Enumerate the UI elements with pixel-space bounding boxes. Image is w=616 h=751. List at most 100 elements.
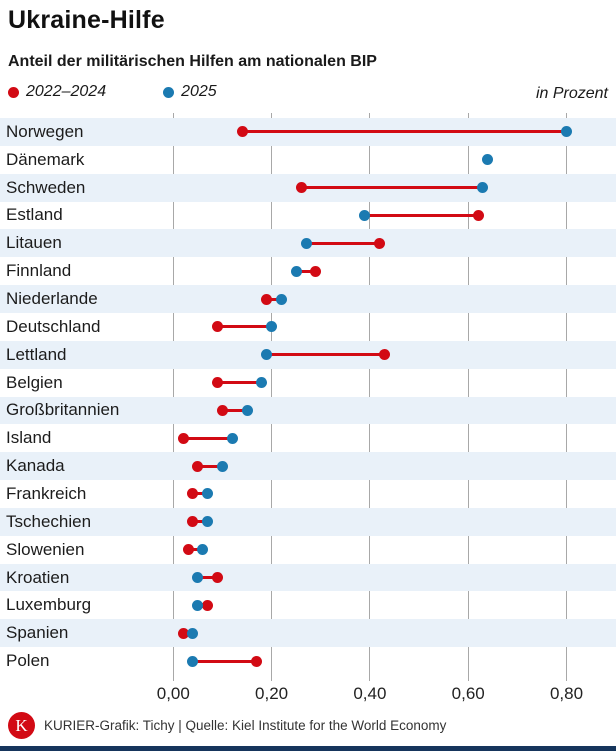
connector-line: [266, 297, 282, 301]
chart-row: Polen: [0, 647, 616, 675]
country-label: Finnland: [6, 261, 72, 281]
connector-line: [222, 408, 247, 412]
chart-row: Großbritannien: [0, 396, 616, 425]
connector-line: [301, 186, 483, 190]
dot-2022-2024: [177, 627, 189, 639]
country-label: Großbritannien: [6, 400, 120, 420]
country-label: Kroatien: [6, 567, 70, 587]
chart-row: Litauen: [0, 229, 616, 258]
legend: 2022–2024 2025: [8, 83, 217, 101]
x-axis-tick-label: 0,20: [255, 684, 289, 703]
country-label: Spanien: [6, 623, 69, 643]
legend-dot-red-icon: [8, 86, 19, 98]
footer: K KURIER-Grafik: Tichy | Quelle: Kiel In…: [8, 712, 446, 739]
dot-2022-2024: [310, 265, 322, 277]
dot-2025: [192, 599, 204, 611]
dot-2025: [561, 126, 572, 138]
country-label: Tschechien: [6, 511, 92, 531]
country-label: Estland: [6, 205, 63, 225]
dot-2022-2024: [251, 655, 263, 667]
chart-row: Deutschland: [0, 313, 616, 341]
dot-2022-2024: [295, 182, 307, 194]
dot-2025: [477, 182, 489, 194]
chart-row: Kroatien: [0, 563, 616, 592]
legend-item-2025: 2025: [163, 83, 217, 101]
dot-2022-2024: [212, 377, 224, 389]
legend-dot-blue-icon: [163, 86, 175, 98]
dot-2025: [226, 432, 238, 444]
connector-line: [364, 213, 479, 217]
chart-row: Norwegen: [0, 118, 616, 146]
dot-2025: [216, 460, 228, 472]
connector-line: [192, 659, 257, 663]
country-label: Schweden: [6, 177, 86, 197]
country-label: Lettland: [6, 344, 67, 364]
dot-2022-2024: [379, 349, 391, 361]
dot-2025: [192, 572, 204, 584]
axis-unit-label: in Prozent: [535, 85, 608, 102]
country-label: Frankreich: [6, 483, 87, 503]
country-label: Luxemburg: [6, 595, 92, 615]
connector-line: [192, 520, 208, 524]
country-label: Dänemark: [6, 149, 85, 169]
dot-2025: [187, 655, 199, 667]
dot-2025: [482, 154, 494, 166]
country-label: Niederlande: [6, 289, 98, 309]
legend-item-2022-2024: 2022–2024: [8, 83, 106, 101]
connector-line: [296, 269, 316, 273]
dot-2022-2024: [202, 599, 214, 611]
chart-row: Tschechien: [0, 507, 616, 536]
x-axis-tick-label: 0,80: [549, 684, 584, 703]
source-credit: KURIER-Grafik: Tichy | Quelle: Kiel Inst…: [44, 718, 447, 733]
dot-2022-2024: [374, 237, 386, 249]
chart-row: Island: [0, 424, 616, 452]
chart-subtitle: Anteil der militärischen Hilfen am natio…: [8, 53, 377, 70]
dot-2025: [300, 237, 312, 249]
chart-row: Niederlande: [0, 285, 616, 313]
chart-row: Slowenien: [0, 536, 616, 564]
dot-2025: [241, 404, 253, 416]
connector-line: [217, 325, 272, 329]
country-label: Belgien: [6, 372, 63, 392]
dot-2022-2024: [187, 516, 199, 528]
chart-row: Belgien: [0, 369, 616, 397]
connector-line: [217, 381, 262, 385]
dumbbell-chart: 0,00 0,20 0,40 0,60 0,80 Norwegen Dänemark Schw…: [0, 113, 616, 711]
x-axis-tick-label: 0,00: [156, 684, 190, 703]
connector-line: [192, 492, 208, 496]
dot-2022-2024: [187, 488, 199, 500]
country-label: Deutschland: [6, 316, 101, 336]
chart-title: Ukraine-Hilfe: [8, 6, 165, 34]
chart-row: Spanien: [0, 619, 616, 648]
dot-2025: [197, 544, 209, 556]
dot-2022-2024: [216, 404, 228, 416]
dot-2025: [266, 321, 278, 333]
country-label: Litauen: [6, 233, 62, 253]
dot-2022-2024: [177, 432, 189, 444]
country-label: Norwegen: [6, 121, 84, 141]
chart-row: Frankreich: [0, 480, 616, 508]
connector-line: [188, 548, 203, 552]
dot-2025: [187, 627, 199, 639]
dot-2025: [256, 377, 268, 389]
connector-line: [197, 464, 223, 468]
country-label: Polen: [6, 651, 50, 671]
kurier-logo: K: [8, 712, 35, 739]
chart-row: Finnland: [0, 257, 616, 285]
dot-2025: [290, 265, 302, 277]
dot-2022-2024: [212, 572, 224, 584]
dot-2025: [275, 293, 287, 305]
country-label: Kanada: [6, 456, 65, 476]
connector-line: [306, 241, 380, 245]
dot-2022-2024: [236, 126, 248, 138]
connector-line: [183, 436, 233, 440]
connector-line: [242, 130, 567, 134]
chart-row: Estland: [0, 202, 616, 230]
dot-2025: [202, 516, 214, 528]
country-label: Slowenien: [6, 539, 85, 559]
legend-label-2022-2024: 2022–2024: [26, 83, 107, 100]
chart-row: Dänemark: [0, 146, 616, 174]
dot-2025: [359, 209, 371, 221]
chart-row: Luxemburg: [0, 591, 616, 619]
